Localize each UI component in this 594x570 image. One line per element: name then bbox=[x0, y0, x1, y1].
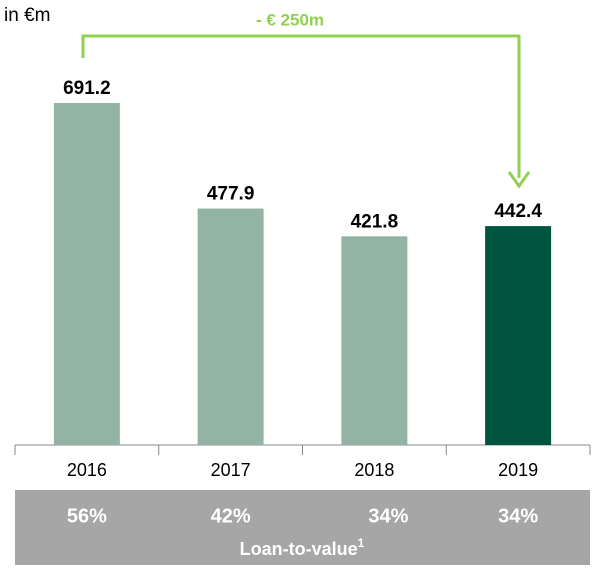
x-tick-label: 2018 bbox=[354, 460, 394, 480]
x-tick-label: 2019 bbox=[498, 460, 538, 480]
annotation-bg bbox=[232, 8, 348, 34]
bar bbox=[341, 236, 408, 445]
bar bbox=[53, 103, 120, 445]
table-bg bbox=[15, 490, 590, 565]
value-label: 421.8 bbox=[351, 211, 399, 232]
bar bbox=[485, 226, 552, 445]
x-tick-label: 2016 bbox=[67, 460, 107, 480]
table-value: 42% bbox=[211, 505, 251, 527]
table-label: Loan-to-value1 bbox=[240, 536, 365, 559]
table-value: 34% bbox=[498, 505, 538, 527]
value-label: 691.2 bbox=[63, 78, 111, 99]
bar bbox=[197, 208, 264, 445]
value-label: 442.4 bbox=[494, 201, 542, 222]
table-value: 56% bbox=[67, 505, 107, 527]
x-tick-label: 2017 bbox=[211, 460, 251, 480]
value-label: 477.9 bbox=[207, 184, 255, 205]
arrowhead bbox=[507, 171, 531, 189]
unit-label: in €m bbox=[4, 5, 50, 26]
footnote: 1 bbox=[358, 536, 365, 550]
table-value: 34% bbox=[368, 505, 408, 527]
arrow bbox=[81, 34, 521, 178]
annotation: - € 250m bbox=[256, 10, 324, 29]
table-label-text: Loan-to-value bbox=[240, 539, 358, 559]
